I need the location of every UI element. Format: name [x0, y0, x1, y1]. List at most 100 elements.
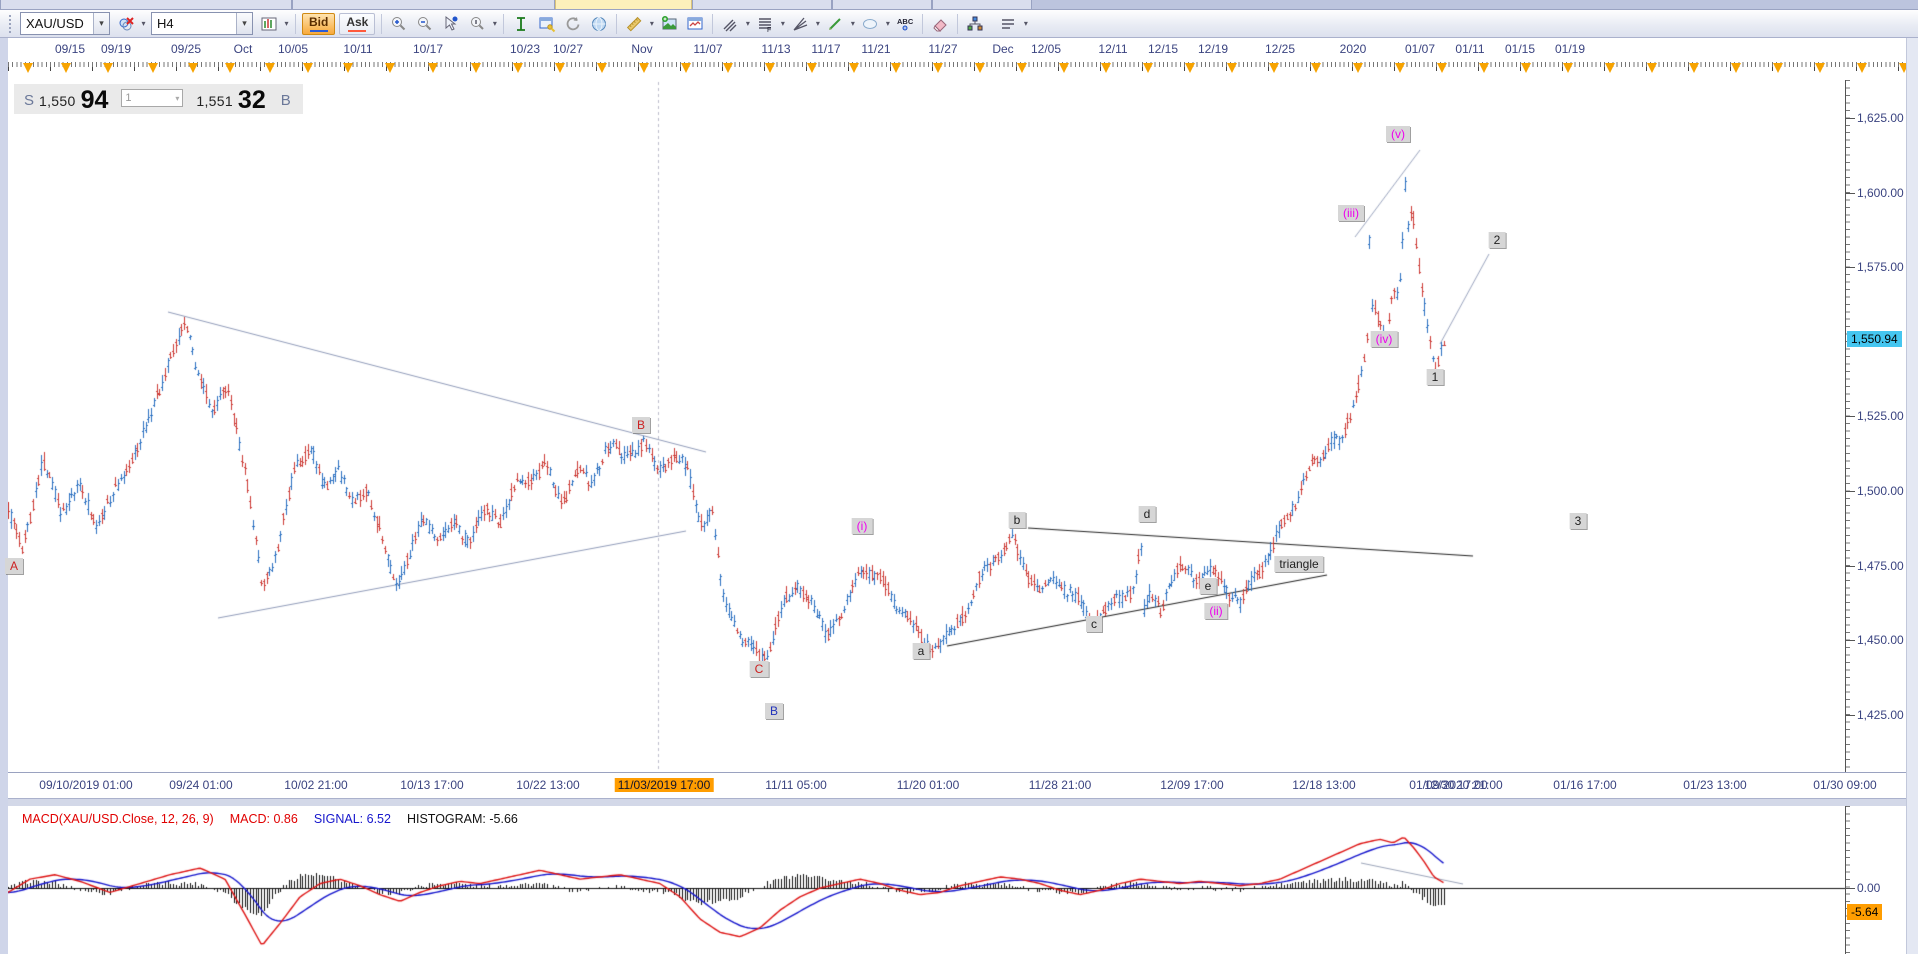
zoom-out-icon[interactable] — [413, 12, 437, 36]
wave-label[interactable]: (iii) — [1338, 205, 1364, 221]
news-alert-icon[interactable] — [1521, 63, 1531, 73]
news-alert-icon[interactable] — [1395, 63, 1405, 73]
ruler-icon[interactable] — [622, 12, 646, 36]
bid-button[interactable]: Bid — [302, 12, 336, 35]
news-alert-icon[interactable] — [1605, 63, 1615, 73]
news-alert-icon[interactable] — [1689, 63, 1699, 73]
toolbar-grip[interactable] — [8, 14, 13, 33]
window-tab[interactable] — [932, 0, 1032, 9]
wave-label[interactable]: c — [1086, 616, 1102, 632]
chevron-down-icon[interactable]: ▾ — [649, 19, 654, 28]
wave-label[interactable]: B — [631, 417, 651, 433]
insert-image-icon[interactable] — [657, 12, 681, 36]
period-select[interactable]: H4 ▾ — [151, 12, 253, 35]
news-alert-icon[interactable] — [1059, 63, 1069, 73]
news-alert-icon[interactable] — [639, 63, 649, 73]
list-options-icon[interactable] — [996, 12, 1020, 36]
buy-price-pips[interactable]: 32 — [237, 86, 266, 114]
vertical-scrollbar[interactable] — [1906, 38, 1918, 954]
news-alert-icon[interactable] — [385, 63, 395, 73]
news-alert-icon[interactable] — [1563, 63, 1573, 73]
macd-axis[interactable]: 0.00 -5.64 — [1845, 806, 1907, 954]
news-alert-icon[interactable] — [188, 63, 198, 73]
window-tab-active[interactable] — [555, 0, 692, 9]
wave-label[interactable]: 3 — [1569, 513, 1587, 529]
find-icon[interactable] — [465, 12, 489, 36]
wave-label[interactable]: (iv) — [1370, 331, 1398, 347]
trendlines-icon[interactable] — [718, 12, 742, 36]
news-alert-icon[interactable] — [555, 63, 565, 73]
news-alert-icon[interactable] — [1899, 63, 1909, 73]
chevron-down-icon[interactable]: ▾ — [492, 19, 497, 28]
ask-button[interactable]: Ask — [339, 12, 376, 35]
news-alert-icon[interactable] — [681, 63, 691, 73]
price-chart-pane[interactable] — [8, 80, 1845, 772]
wave-label[interactable]: (v) — [1386, 126, 1410, 142]
symbol-search-icon[interactable] — [114, 12, 138, 36]
macd-indicator-pane[interactable]: MACD(XAU/USD.Close, 12, 26, 9) MACD: 0.86… — [8, 806, 1845, 954]
news-alert-icon[interactable] — [1017, 63, 1027, 73]
fibonacci-icon[interactable]: F — [753, 12, 777, 36]
wave-label[interactable]: 1 — [1426, 369, 1444, 385]
news-alert-icon[interactable] — [1437, 63, 1447, 73]
news-alert-icon[interactable] — [1815, 63, 1825, 73]
chevron-down-icon[interactable]: ▾ — [141, 19, 146, 28]
wave-label[interactable]: a — [912, 643, 930, 659]
news-alert-icon[interactable] — [849, 63, 859, 73]
wave-label[interactable]: (i) — [851, 518, 873, 534]
chevron-down-icon[interactable]: ▾ — [93, 13, 109, 34]
sell-price-main[interactable]: 1,550 — [39, 93, 76, 109]
zoom-select-icon[interactable] — [439, 12, 463, 36]
news-alert-icon[interactable] — [428, 63, 438, 73]
refresh-view-icon[interactable] — [561, 12, 585, 36]
eraser-icon[interactable] — [928, 12, 952, 36]
globe-icon[interactable] — [587, 12, 611, 36]
news-alert-icon[interactable] — [891, 63, 901, 73]
wave-label[interactable]: A — [4, 558, 24, 574]
pitchfork-icon[interactable] — [788, 12, 812, 36]
chevron-down-icon[interactable]: ▾ — [780, 19, 785, 28]
news-alert-icon[interactable] — [933, 63, 943, 73]
zoom-in-icon[interactable] — [387, 12, 411, 36]
news-alert-icon[interactable] — [1731, 63, 1741, 73]
chevron-down-icon[interactable]: ▾ — [850, 19, 855, 28]
chevron-down-icon[interactable]: ▾ — [175, 93, 180, 103]
news-alert-icon[interactable] — [723, 63, 733, 73]
window-tab[interactable] — [832, 0, 932, 9]
news-alert-icon[interactable] — [1269, 63, 1279, 73]
chevron-down-icon[interactable]: ▾ — [815, 19, 820, 28]
news-alert-icon[interactable] — [807, 63, 817, 73]
wave-label[interactable]: C — [749, 661, 769, 677]
fit-vertical-icon[interactable] — [509, 12, 533, 36]
news-alert-icon[interactable] — [61, 63, 71, 73]
chevron-down-icon[interactable]: ▾ — [1023, 19, 1028, 28]
wave-label[interactable]: 2 — [1488, 232, 1506, 248]
news-alert-icon[interactable] — [1857, 63, 1867, 73]
symbol-select[interactable]: XAU/USD ▾ — [20, 12, 110, 35]
news-alert-icon[interactable] — [1647, 63, 1657, 73]
new-window-key-icon[interactable] — [535, 12, 559, 36]
ellipse-icon[interactable] — [858, 12, 882, 36]
chevron-down-icon[interactable]: ▾ — [885, 19, 890, 28]
price-chart-canvas[interactable] — [8, 80, 1845, 772]
sell-price-pips[interactable]: 94 — [80, 86, 109, 114]
news-alert-icon[interactable] — [1773, 63, 1783, 73]
chevron-down-icon[interactable]: ▾ — [284, 19, 289, 28]
draw-line-icon[interactable] — [823, 12, 847, 36]
news-alert-icon[interactable] — [303, 63, 313, 73]
chevron-down-icon[interactable]: ▾ — [236, 13, 252, 34]
news-alert-icon[interactable] — [103, 63, 113, 73]
news-alert-icon[interactable] — [148, 63, 158, 73]
wave-label[interactable]: B — [764, 703, 784, 719]
chart-in-window-icon[interactable] — [683, 12, 707, 36]
news-alert-icon[interactable] — [1143, 63, 1153, 73]
wave-label[interactable]: triangle — [1274, 556, 1324, 572]
news-alert-icon[interactable] — [23, 63, 33, 73]
window-tab[interactable] — [0, 0, 292, 9]
window-tab[interactable] — [692, 0, 832, 9]
chart-type-icon[interactable] — [257, 12, 281, 36]
news-alert-icon[interactable] — [225, 63, 235, 73]
structure-icon[interactable] — [963, 12, 987, 36]
news-alert-icon[interactable] — [513, 63, 523, 73]
text-label-icon[interactable]: ABC — [893, 12, 917, 36]
